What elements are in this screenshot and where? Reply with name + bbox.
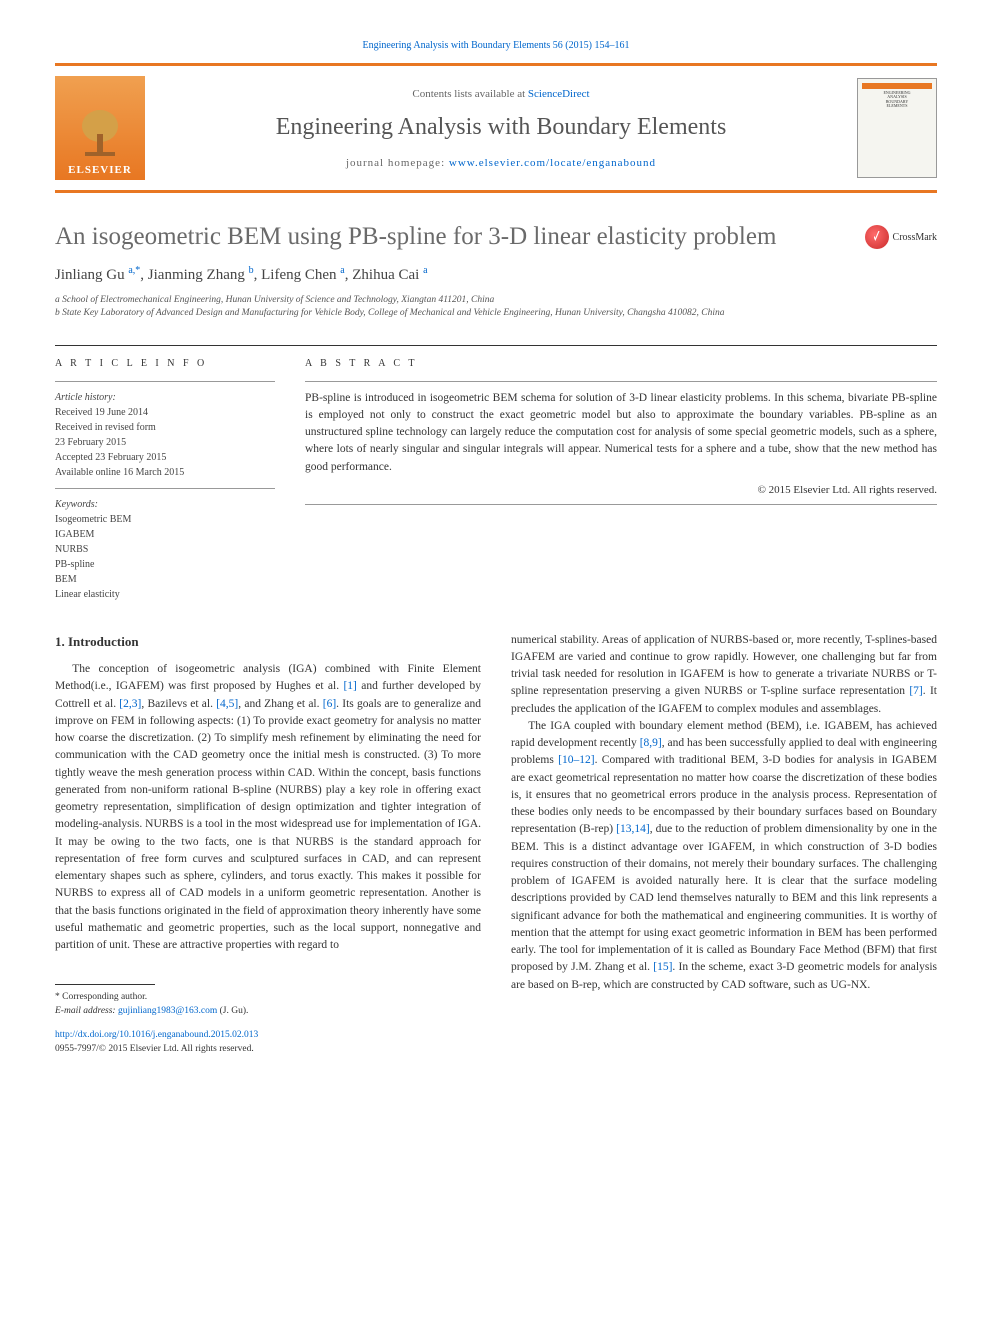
article-history: Article history: Received 19 June 2014 R… <box>55 390 275 480</box>
article-info-label: A R T I C L E I N F O <box>55 358 275 369</box>
ref-link-15[interactable]: [15] <box>653 961 672 973</box>
ref-link-23[interactable]: [2,3] <box>119 698 141 710</box>
abstract-text: PB-spline is introduced in isogeometric … <box>305 390 937 476</box>
info-divider <box>55 381 275 382</box>
email-line: E-mail address: gujinliang1983@163.com (… <box>55 1005 481 1018</box>
affil-link-b[interactable]: b <box>249 265 254 276</box>
ref-link-1[interactable]: [1] <box>343 680 356 692</box>
copyright-line: © 2015 Elsevier Ltd. All rights reserved… <box>305 484 937 496</box>
journal-cover-thumbnail: ENGINEERINGANALYSISBOUNDARYELEMENTS <box>857 78 937 178</box>
affiliations: a School of Electromechanical Engineerin… <box>55 294 937 321</box>
keyword: Linear elasticity <box>55 587 275 602</box>
history-line: 23 February 2015 <box>55 435 275 450</box>
journal-header: ELSEVIER Contents lists available at Sci… <box>55 63 937 193</box>
author-1: Jinliang Gu a,* <box>55 267 140 283</box>
contents-prefix: Contents lists available at <box>412 88 527 100</box>
elsevier-label: ELSEVIER <box>68 164 132 176</box>
divider <box>55 345 937 346</box>
keyword: NURBS <box>55 542 275 557</box>
history-line: Available online 16 March 2015 <box>55 465 275 480</box>
keyword: IGABEM <box>55 527 275 542</box>
footnote-separator <box>55 984 155 985</box>
crossmark-badge[interactable]: CrossMark <box>865 225 937 249</box>
history-line: Accepted 23 February 2015 <box>55 450 275 465</box>
corresponding-author-note: * Corresponding author. <box>55 991 481 1004</box>
ref-link-45[interactable]: [4,5] <box>216 698 238 710</box>
author-2: Jianming Zhang b <box>148 267 254 283</box>
crossmark-icon <box>865 225 889 249</box>
keyword: BEM <box>55 572 275 587</box>
ref-link-7[interactable]: [7] <box>909 685 922 697</box>
footnotes: * Corresponding author. E-mail address: … <box>55 991 481 1018</box>
affiliation-b: b State Key Laboratory of Advanced Desig… <box>55 307 937 320</box>
elsevier-tree-icon <box>75 104 125 164</box>
history-title: Article history: <box>55 390 275 405</box>
doi-link[interactable]: http://dx.doi.org/10.1016/j.enganabound.… <box>55 1030 258 1040</box>
abstract-label: A B S T R A C T <box>305 358 937 369</box>
author-email-link[interactable]: gujinliang1983@163.com <box>118 1006 217 1016</box>
section-heading-introduction: 1. Introduction <box>55 632 481 652</box>
doi-block: http://dx.doi.org/10.1016/j.enganabound.… <box>55 1028 481 1057</box>
intro-paragraph-1: The conception of isogeometric analysis … <box>55 661 481 954</box>
ref-link-89[interactable]: [8,9] <box>640 737 662 749</box>
journal-homepage-line: journal homepage: www.elsevier.com/locat… <box>145 157 857 169</box>
corresponding-marker[interactable]: * <box>135 265 140 276</box>
affil-link-a3[interactable]: a <box>423 265 427 276</box>
body-column-right: numerical stability. Areas of applicatio… <box>511 632 937 1057</box>
top-citation-link[interactable]: Engineering Analysis with Boundary Eleme… <box>55 40 937 51</box>
affil-link-a2[interactable]: a <box>340 265 344 276</box>
keyword: Isogeometric BEM <box>55 512 275 527</box>
article-title: An isogeometric BEM using PB-spline for … <box>55 223 776 251</box>
keywords-block: Keywords: Isogeometric BEM IGABEM NURBS … <box>55 497 275 602</box>
elsevier-logo: ELSEVIER <box>55 76 145 180</box>
contents-available-line: Contents lists available at ScienceDirec… <box>145 88 857 100</box>
history-line: Received in revised form <box>55 420 275 435</box>
info-divider <box>55 488 275 489</box>
ref-link-1314[interactable]: [13,14] <box>616 823 650 835</box>
crossmark-label: CrossMark <box>893 232 937 243</box>
intro-paragraph-1-cont: numerical stability. Areas of applicatio… <box>511 632 937 718</box>
intro-paragraph-2: The IGA coupled with boundary element me… <box>511 718 937 994</box>
ref-link-1012[interactable]: [10–12] <box>558 754 594 766</box>
history-line: Received 19 June 2014 <box>55 405 275 420</box>
journal-title: Engineering Analysis with Boundary Eleme… <box>145 114 857 141</box>
keywords-title: Keywords: <box>55 497 275 512</box>
issn-line: 0955-7997/© 2015 Elsevier Ltd. All right… <box>55 1044 254 1054</box>
abstract-divider <box>305 381 937 382</box>
ref-link-6[interactable]: [6] <box>323 698 336 710</box>
affiliation-a: a School of Electromechanical Engineerin… <box>55 294 937 307</box>
abstract-bottom-divider <box>305 504 937 505</box>
author-4: Zhihua Cai a <box>352 267 427 283</box>
sciencedirect-link[interactable]: ScienceDirect <box>528 88 590 100</box>
journal-homepage-link[interactable]: www.elsevier.com/locate/enganabound <box>449 157 656 169</box>
homepage-prefix: journal homepage: <box>346 157 449 169</box>
author-3: Lifeng Chen a <box>261 267 345 283</box>
body-column-left: 1. Introduction The conception of isogeo… <box>55 632 481 1057</box>
article-title-row: An isogeometric BEM using PB-spline for … <box>55 223 937 251</box>
author-list: Jinliang Gu a,*, Jianming Zhang b, Lifen… <box>55 265 937 284</box>
keyword: PB-spline <box>55 557 275 572</box>
